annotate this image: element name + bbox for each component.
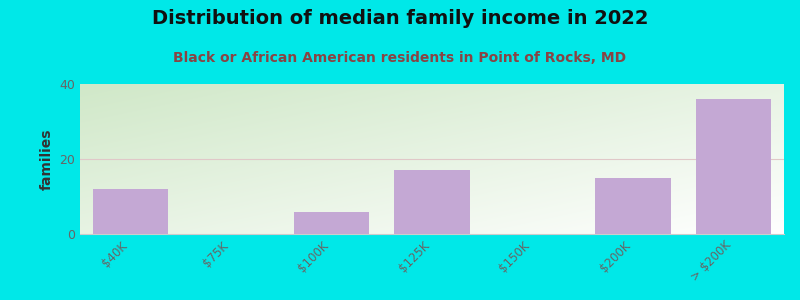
Text: Black or African American residents in Point of Rocks, MD: Black or African American residents in P… [174, 51, 626, 65]
Bar [294, 212, 369, 234]
Bar [394, 170, 470, 234]
Bar [696, 99, 771, 234]
Y-axis label: families: families [40, 128, 54, 190]
Bar [595, 178, 671, 234]
Text: Distribution of median family income in 2022: Distribution of median family income in … [152, 9, 648, 28]
Bar [93, 189, 168, 234]
